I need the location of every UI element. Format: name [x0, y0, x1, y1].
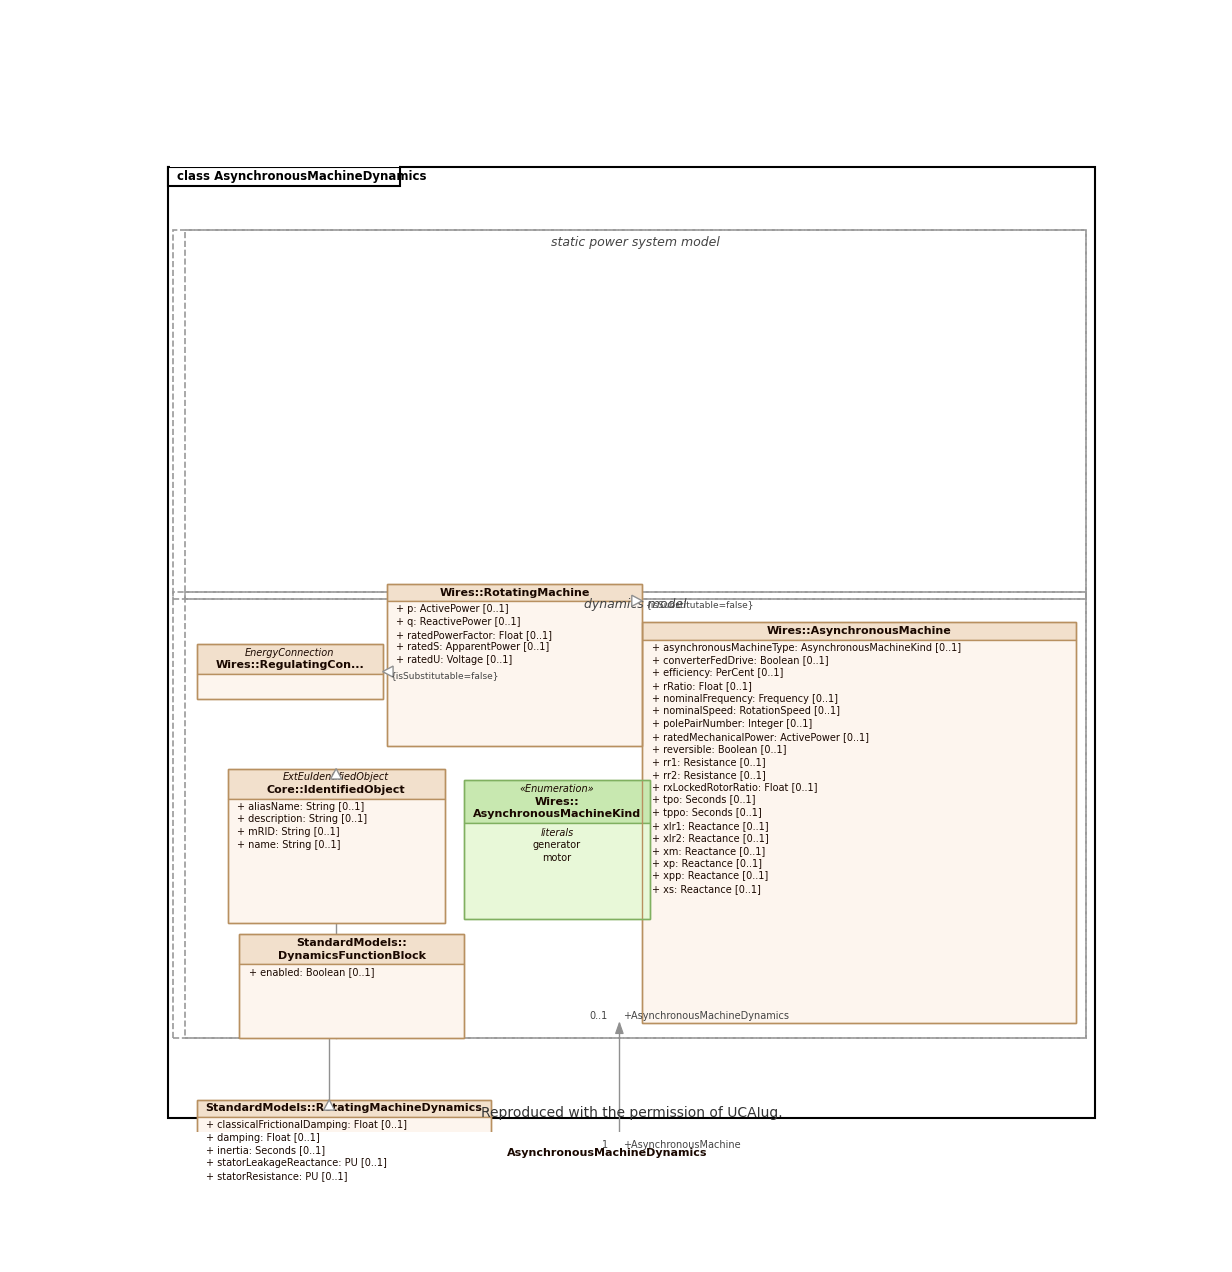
Text: + tpo: Seconds [0..1]: + tpo: Seconds [0..1]	[652, 795, 755, 805]
Bar	[228, 768, 445, 922]
Text: Wires::AsynchronousMachine: Wires::AsynchronousMachine	[766, 626, 951, 636]
Text: StandardModels::RotatingMachineDynamics: StandardModels::RotatingMachineDynamics	[206, 1103, 482, 1113]
Text: + converterFedDrive: Boolean [0..1]: + converterFedDrive: Boolean [0..1]	[652, 655, 828, 665]
Bar	[197, 1100, 492, 1262]
Text: + asynchronousMachineType: AsynchronousMachineKind [0..1]: + asynchronousMachineType: AsynchronousM…	[652, 642, 961, 653]
Text: + rxLockedRotorRatio: Float [0..1]: + rxLockedRotorRatio: Float [0..1]	[652, 782, 817, 792]
Text: + statorLeakageReactance: PU [0..1]: + statorLeakageReactance: PU [0..1]	[206, 1159, 387, 1168]
Bar	[464, 823, 650, 918]
Bar	[168, 167, 400, 186]
Text: literals: literals	[541, 828, 574, 837]
Bar	[197, 644, 383, 674]
Bar	[642, 640, 1077, 1023]
Text: + inertia: Seconds [0..1]: + inertia: Seconds [0..1]	[206, 1146, 325, 1155]
Text: «Enumeration»: «Enumeration»	[520, 784, 594, 794]
Text: generator: generator	[533, 841, 582, 850]
Text: DynamicsFunctionBlock: DynamicsFunctionBlock	[277, 950, 425, 960]
Polygon shape	[330, 768, 341, 778]
Text: + classicalFrictionalDamping: Float [0..1]: + classicalFrictionalDamping: Float [0..…	[206, 1121, 407, 1130]
Text: + aliasName: String [0..1]: + aliasName: String [0..1]	[237, 801, 365, 812]
Text: + efficiency: PerCent [0..1]: + efficiency: PerCent [0..1]	[652, 668, 782, 678]
Bar	[197, 644, 383, 700]
Text: + xpp: Reactance [0..1]: + xpp: Reactance [0..1]	[652, 871, 768, 881]
Text: Reproduced with the permission of UCAIug.: Reproduced with the permission of UCAIug…	[480, 1105, 782, 1119]
Text: AsynchronousMachineDynamics: AsynchronousMachineDynamics	[508, 1149, 707, 1158]
Text: +AsynchronousMachineDynamics: +AsynchronousMachineDynamics	[623, 1011, 790, 1021]
Text: + xlr1: Reactance [0..1]: + xlr1: Reactance [0..1]	[652, 820, 769, 831]
Bar	[464, 780, 650, 918]
Text: + nominalSpeed: RotationSpeed [0..1]: + nominalSpeed: RotationSpeed [0..1]	[652, 706, 839, 716]
Text: + reversible: Boolean [0..1]: + reversible: Boolean [0..1]	[652, 744, 786, 754]
Text: + mRID: String [0..1]: + mRID: String [0..1]	[237, 827, 340, 837]
Text: + rr1: Resistance [0..1]: + rr1: Resistance [0..1]	[652, 757, 765, 767]
Text: + xp: Reactance [0..1]: + xp: Reactance [0..1]	[652, 859, 761, 869]
Bar	[197, 1117, 492, 1262]
Bar	[387, 584, 642, 602]
Text: + damping: Float [0..1]: + damping: Float [0..1]	[206, 1133, 319, 1142]
Text: 0..1: 0..1	[590, 1011, 607, 1021]
Text: + polePairNumber: Integer [0..1]: + polePairNumber: Integer [0..1]	[652, 719, 812, 729]
Polygon shape	[632, 595, 642, 607]
Polygon shape	[480, 1166, 492, 1178]
Bar	[239, 934, 464, 1038]
Bar	[197, 1100, 492, 1117]
Text: + p: ActivePower [0..1]: + p: ActivePower [0..1]	[395, 604, 509, 614]
Bar	[387, 602, 642, 745]
Bar	[197, 674, 383, 700]
Text: + rr2: Resistance [0..1]: + rr2: Resistance [0..1]	[652, 770, 765, 780]
Text: Wires::: Wires::	[535, 796, 579, 806]
Text: +AsynchronousMachine: +AsynchronousMachine	[623, 1140, 740, 1150]
Bar	[642, 622, 1077, 640]
Text: EnergyConnection: EnergyConnection	[245, 647, 334, 658]
Bar	[487, 1161, 728, 1199]
Text: {isSubstitutable=false}: {isSubstitutable=false}	[391, 670, 499, 679]
Bar	[487, 1145, 728, 1161]
Text: + tppo: Seconds [0..1]: + tppo: Seconds [0..1]	[652, 808, 761, 818]
Text: StandardModels::: StandardModels::	[296, 937, 407, 948]
Bar	[239, 964, 464, 1038]
Text: Wires::RotatingMachine: Wires::RotatingMachine	[439, 588, 590, 598]
Bar	[185, 591, 1085, 1038]
Bar	[464, 780, 650, 823]
Text: static power system model: static power system model	[551, 235, 719, 249]
Text: + ratedU: Voltage [0..1]: + ratedU: Voltage [0..1]	[395, 655, 513, 665]
Bar	[642, 622, 1077, 1023]
Text: + xlr2: Reactance [0..1]: + xlr2: Reactance [0..1]	[652, 833, 769, 843]
Bar	[185, 230, 1085, 599]
Text: + statorResistance: PU [0..1]: + statorResistance: PU [0..1]	[206, 1172, 347, 1180]
Text: + nominalFrequency: Frequency [0..1]: + nominalFrequency: Frequency [0..1]	[652, 693, 838, 703]
Text: Core::IdentifiedObject: Core::IdentifiedObject	[267, 785, 405, 795]
Polygon shape	[383, 667, 393, 677]
Bar	[228, 768, 445, 799]
Text: + ratedPowerFactor: Float [0..1]: + ratedPowerFactor: Float [0..1]	[395, 630, 552, 640]
Text: + xm: Reactance [0..1]: + xm: Reactance [0..1]	[652, 846, 765, 856]
Text: + rRatio: Float [0..1]: + rRatio: Float [0..1]	[652, 681, 752, 691]
Text: class AsynchronousMachineDynamics: class AsynchronousMachineDynamics	[177, 169, 426, 183]
Text: + ratedMechanicalPower: ActivePower [0..1]: + ratedMechanicalPower: ActivePower [0..…	[652, 731, 869, 742]
Bar	[487, 1145, 728, 1199]
Text: + enabled: Boolean [0..1]: + enabled: Boolean [0..1]	[249, 967, 375, 977]
Text: + description: String [0..1]: + description: String [0..1]	[237, 814, 367, 824]
Polygon shape	[324, 1100, 335, 1110]
Text: {isSubstitutable=false}: {isSubstitutable=false}	[646, 600, 755, 609]
Text: 1: 1	[601, 1140, 607, 1150]
Text: AsynchronousMachineKind: AsynchronousMachineKind	[473, 809, 641, 819]
Text: + name: String [0..1]: + name: String [0..1]	[237, 840, 340, 850]
Bar	[174, 591, 1085, 1038]
Bar	[170, 163, 399, 168]
Bar	[239, 934, 464, 964]
Text: + ratedS: ApparentPower [0..1]: + ratedS: ApparentPower [0..1]	[395, 642, 549, 653]
Bar	[387, 584, 642, 745]
Text: Wires::RegulatingCon...: Wires::RegulatingCon...	[216, 660, 363, 670]
Bar	[174, 230, 1085, 599]
Bar	[228, 799, 445, 922]
Text: ExtEuIdentifiedObject: ExtEuIdentifiedObject	[283, 772, 389, 782]
Text: + q: ReactivePower [0..1]: + q: ReactivePower [0..1]	[395, 617, 520, 627]
Text: motor: motor	[542, 854, 572, 862]
Text: + xs: Reactance [0..1]: + xs: Reactance [0..1]	[652, 884, 760, 894]
Text: dynamics model: dynamics model	[584, 598, 686, 611]
Polygon shape	[616, 1023, 623, 1034]
